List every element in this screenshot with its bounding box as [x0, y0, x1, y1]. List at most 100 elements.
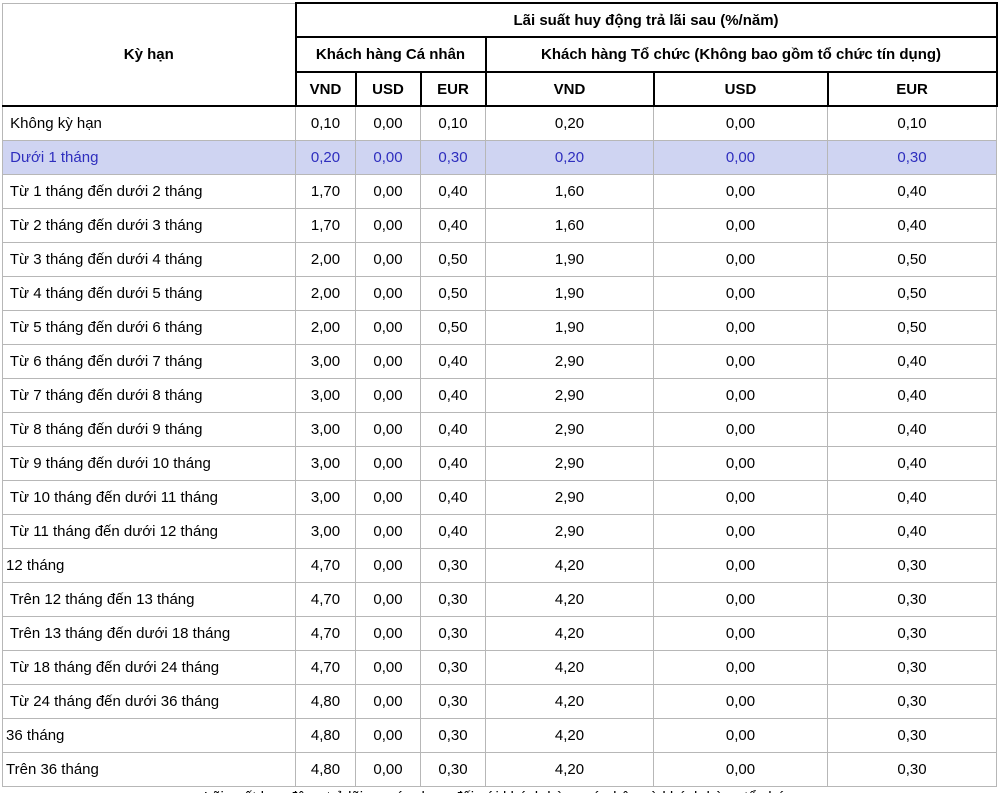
- table-row[interactable]: Từ 4 tháng đến dưới 5 tháng 2,00 0,00 0,50 1…: [2, 275, 998, 311]
- rate-cell: 0,40: [826, 173, 998, 209]
- table-header: Kỳ hạn Lãi suất huy động trả lãi sau (%/…: [2, 2, 998, 107]
- rate-cell: 0,40: [420, 207, 486, 243]
- table-row[interactable]: 36 tháng 4,80 0,00 0,30 4,20 0,00 0,30: [2, 717, 998, 753]
- table-row[interactable]: Trên 36 tháng 4,80 0,00 0,30 4,20 0,00 0,30: [2, 751, 998, 787]
- rate-cell: 0,30: [826, 615, 998, 651]
- rate-cell: 1,60: [485, 207, 654, 243]
- rate-cell: 0,00: [653, 649, 828, 685]
- rate-cell: 2,00: [295, 241, 356, 277]
- rate-cell: 4,20: [485, 683, 654, 719]
- rate-cell: 0,00: [653, 683, 828, 719]
- table-row[interactable]: Từ 8 tháng đến dưới 9 tháng 3,00 0,00 0,40 2…: [2, 411, 998, 447]
- table-title: Lãi suất huy động trả lãi sau (%/năm): [294, 2, 998, 38]
- table-row[interactable]: Từ 3 tháng đến dưới 4 tháng 2,00 0,00 0,50 1…: [2, 241, 998, 277]
- rate-cell: 0,30: [420, 547, 486, 583]
- rate-cell: 0,00: [653, 173, 828, 209]
- rate-cell: 1,90: [485, 309, 654, 345]
- rate-cell: 0,00: [355, 241, 421, 277]
- rate-cell: 0,00: [355, 445, 421, 481]
- table-row[interactable]: Dưới 1 tháng 0,20 0,00 0,30 0,20 0,00 0,30: [2, 139, 998, 175]
- rate-cell: 0,50: [826, 275, 998, 311]
- term-column-header: Kỳ hạn: [2, 2, 297, 107]
- table-row[interactable]: Từ 10 tháng đến dưới 11 tháng 3,00 0,00 0,4…: [2, 479, 998, 515]
- rate-cell: 4,20: [485, 615, 654, 651]
- rate-cell: 4,80: [295, 717, 356, 753]
- currency-header-personal-vnd: VND: [294, 71, 357, 107]
- term-cell: Từ 24 tháng đến dưới 36 tháng: [2, 683, 296, 719]
- currency-header-org-eur: EUR: [826, 71, 998, 107]
- term-cell: Từ 4 tháng đến dưới 5 tháng: [2, 275, 296, 311]
- table-row[interactable]: Từ 24 tháng đến dưới 36 tháng 4,80 0,00 0,3…: [2, 683, 998, 719]
- rate-cell: 0,00: [653, 139, 828, 175]
- rate-cell: 0,30: [826, 139, 998, 175]
- rate-cell: 0,30: [420, 683, 486, 719]
- rate-cell: 0,50: [420, 275, 486, 311]
- table-row[interactable]: Từ 11 tháng đến dưới 12 tháng 3,00 0,00 0,4…: [2, 513, 998, 549]
- rate-cell: 0,40: [826, 377, 998, 413]
- table-row[interactable]: Từ 9 tháng đến dưới 10 tháng 3,00 0,00 0,40…: [2, 445, 998, 481]
- rate-cell: 2,90: [485, 411, 654, 447]
- term-cell: Từ 9 tháng đến dưới 10 tháng: [2, 445, 296, 481]
- rate-cell: 2,90: [485, 377, 654, 413]
- term-cell: Từ 10 tháng đến dưới 11 tháng: [2, 479, 296, 515]
- rate-cell: 0,30: [420, 717, 486, 753]
- rate-cell: 4,20: [485, 581, 654, 617]
- rate-cell: 0,00: [653, 513, 828, 549]
- rate-cell: 0,40: [826, 479, 998, 515]
- table-row[interactable]: 12 tháng 4,70 0,00 0,30 4,20 0,00 0,30: [2, 547, 998, 583]
- table-row[interactable]: Từ 2 tháng đến dưới 3 tháng 1,70 0,00 0,40 1…: [2, 207, 998, 243]
- term-cell: Từ 18 tháng đến dưới 24 tháng: [2, 649, 296, 685]
- term-cell: Trên 12 tháng đến 13 tháng: [2, 581, 296, 617]
- rate-cell: 0,00: [653, 751, 828, 787]
- rate-cell: 0,00: [653, 343, 828, 379]
- rate-cell: 0,30: [826, 751, 998, 787]
- cutoff-caption: Lãi suất huy động trả lãi sau áp dụng đố…: [2, 788, 996, 793]
- rate-cell: 0,00: [653, 445, 828, 481]
- rate-cell: 2,90: [485, 343, 654, 379]
- rate-cell: 3,00: [295, 411, 356, 447]
- rate-cell: 4,20: [485, 751, 654, 787]
- currency-header-org-vnd: VND: [484, 71, 655, 107]
- rate-cell: 0,40: [420, 479, 486, 515]
- rate-cell: 0,00: [355, 343, 421, 379]
- term-cell: Từ 7 tháng đến dưới 8 tháng: [2, 377, 296, 413]
- rate-cell: 0,00: [355, 275, 421, 311]
- table-row[interactable]: Từ 1 tháng đến dưới 2 tháng 1,70 0,00 0,40 1…: [2, 173, 998, 209]
- rate-cell: 0,40: [420, 411, 486, 447]
- rate-cell: 0,30: [420, 649, 486, 685]
- rate-cell: 4,70: [295, 615, 356, 651]
- table-row[interactable]: Từ 7 tháng đến dưới 8 tháng 3,00 0,00 0,40 2…: [2, 377, 998, 413]
- table-row[interactable]: Trên 12 tháng đến 13 tháng 4,70 0,00 0,30 4,…: [2, 581, 998, 617]
- term-cell: Từ 5 tháng đến dưới 6 tháng: [2, 309, 296, 345]
- rate-cell: 0,40: [826, 445, 998, 481]
- rate-cell: 0,40: [420, 377, 486, 413]
- rate-cell: 0,00: [653, 105, 828, 141]
- currency-header-personal-usd: USD: [354, 71, 422, 107]
- table-row[interactable]: Từ 5 tháng đến dưới 6 tháng 2,00 0,00 0,50 1…: [2, 309, 998, 345]
- table-row[interactable]: Từ 18 tháng đến dưới 24 tháng 4,70 0,00 0,3…: [2, 649, 998, 685]
- rate-cell: 0,00: [355, 207, 421, 243]
- rate-cell: 0,50: [420, 309, 486, 345]
- rate-cell: 4,70: [295, 547, 356, 583]
- rate-cell: 0,00: [355, 105, 421, 141]
- rate-cell: 2,90: [485, 479, 654, 515]
- rate-cell: 0,00: [653, 241, 828, 277]
- rate-cell: 2,00: [295, 275, 356, 311]
- rate-cell: 0,10: [295, 105, 356, 141]
- rate-cell: 0,20: [295, 139, 356, 175]
- table-row[interactable]: Trên 13 tháng đến dưới 18 tháng 4,70 0,00 0…: [2, 615, 998, 651]
- table-row[interactable]: Từ 6 tháng đến dưới 7 tháng 3,00 0,00 0,40 2…: [2, 343, 998, 379]
- term-cell: Dưới 1 tháng: [2, 139, 296, 175]
- rate-cell: 0,10: [420, 105, 486, 141]
- rate-cell: 0,40: [420, 173, 486, 209]
- table-row[interactable]: Không kỳ hạn 0,10 0,00 0,10 0,20 0,00 0,10: [2, 105, 998, 141]
- rate-cell: 0,00: [653, 479, 828, 515]
- rate-cell: 4,70: [295, 649, 356, 685]
- rate-cell: 0,20: [485, 105, 654, 141]
- rate-cell: 4,80: [295, 683, 356, 719]
- term-cell: Từ 1 tháng đến dưới 2 tháng: [2, 173, 296, 209]
- rate-cell: 0,30: [420, 615, 486, 651]
- rate-cell: 0,40: [420, 445, 486, 481]
- term-cell: 36 tháng: [2, 717, 296, 753]
